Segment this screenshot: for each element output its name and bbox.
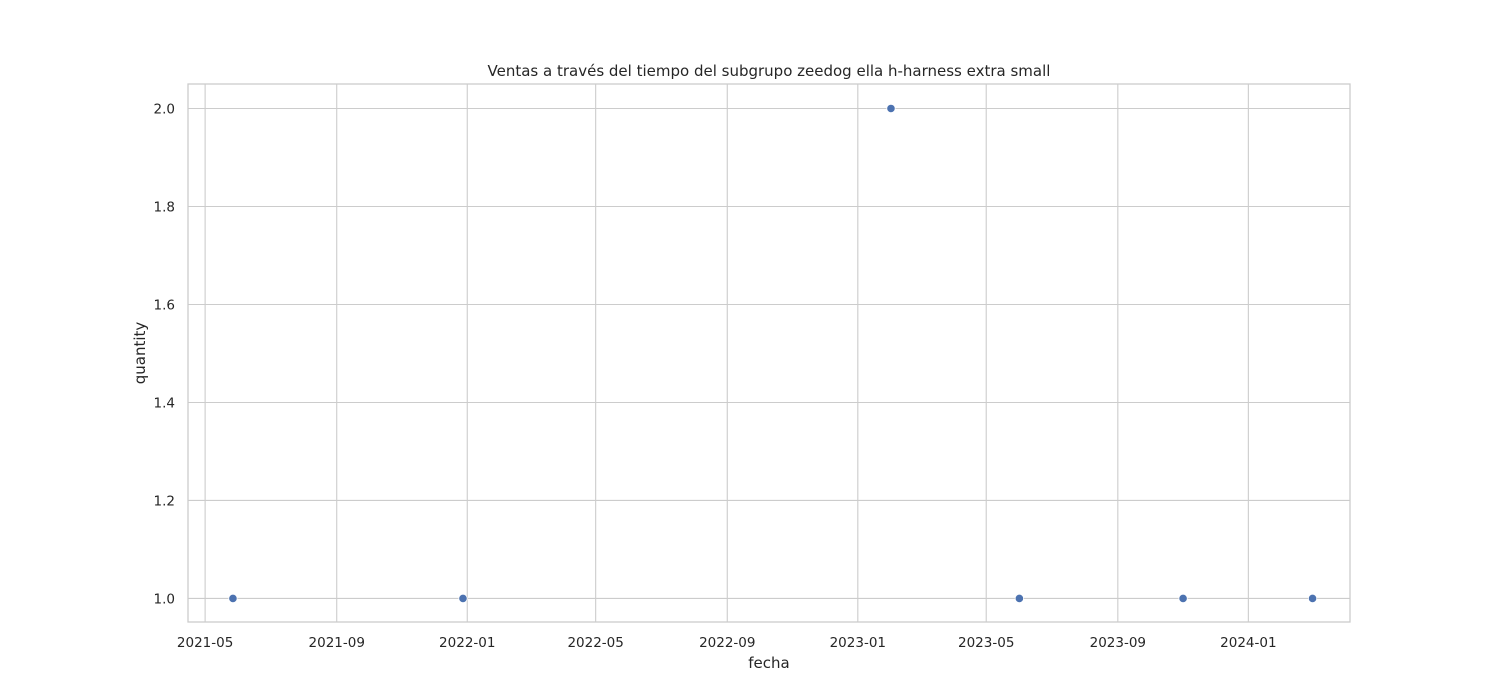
x-tick-label: 2022-09 [699,635,755,651]
y-tick-label: 1.0 [154,591,175,607]
scatter-points [228,103,1318,604]
grid [188,84,1350,622]
data-point [1014,593,1024,604]
x-tick-label: 2022-01 [439,635,495,651]
y-tick-label: 1.2 [154,493,175,509]
data-point [886,103,896,114]
x-tick-label: 2023-05 [958,635,1014,651]
y-tick-label: 1.6 [154,297,175,313]
x-tick-label: 2023-09 [1090,635,1146,651]
x-tick-label: 2022-05 [567,635,623,651]
data-point [1307,593,1318,604]
y-tick-label: 2.0 [154,101,175,117]
data-point [458,593,468,604]
y-tick-label: 1.4 [154,395,175,411]
x-tick-label: 2024-01 [1220,635,1276,651]
plot-area [187,83,1351,623]
x-tick-label: 2023-01 [830,635,886,651]
y-tick-label: 1.8 [154,199,175,215]
y-axis-label: quantity [131,322,149,385]
x-tick-label: 2021-05 [177,635,233,651]
chart-title: Ventas a través del tiempo del subgrupo … [488,62,1051,80]
x-axis-label: fecha [748,654,789,672]
x-tick-label: 2021-09 [309,635,365,651]
data-point [1178,593,1188,604]
y-axis-ticks: 1.0 1.2 1.4 1.6 1.8 2.0 [154,101,175,607]
x-axis-ticks: 2021-05 2021-09 2022-01 2022-05 2022-09 2023-… [177,635,1277,651]
data-point [228,593,238,604]
